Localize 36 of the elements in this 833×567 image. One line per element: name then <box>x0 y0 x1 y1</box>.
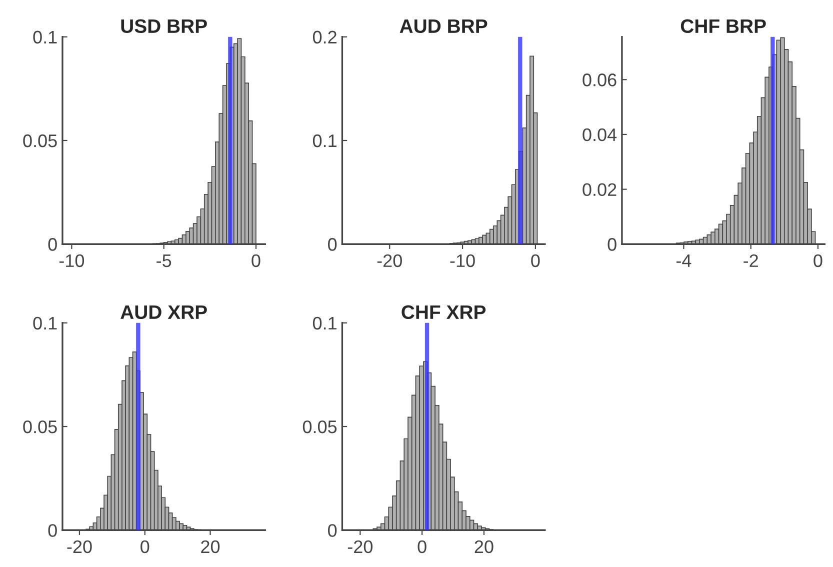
y-tick-label: 0.02 <box>582 183 616 196</box>
x-tick-label: -20 <box>348 540 373 554</box>
y-tick-label: 0.05 <box>23 134 57 148</box>
y-tick-label: 0 <box>48 238 57 251</box>
y-tick-label: 0.2 <box>312 30 336 44</box>
chart-title: AUD XRP <box>120 305 207 320</box>
x-tick-label: 20 <box>201 540 220 554</box>
x-tick-label: 20 <box>474 540 494 554</box>
y-tick-label: 0 <box>328 524 337 537</box>
x-tick-label: -2 <box>744 254 758 267</box>
y-tick-label: 0.1 <box>312 316 336 330</box>
y-tick-label: 0.1 <box>312 134 336 148</box>
x-tick-label: -4 <box>676 254 692 267</box>
y-tick-label: 0 <box>328 238 337 251</box>
y-tick-label: 0.05 <box>302 420 337 434</box>
chart-title: USD BRP <box>121 19 207 34</box>
x-tick-label: -10 <box>450 254 475 268</box>
y-tick-label: 0.1 <box>33 30 57 44</box>
x-tick-label: 0 <box>814 254 822 268</box>
x-tick-label: 0 <box>252 254 260 268</box>
x-tick-label: -10 <box>59 254 84 268</box>
x-tick-label: 0 <box>140 540 150 554</box>
y-tick-label: 0.04 <box>582 128 617 142</box>
chart-title: AUD BRP <box>400 19 488 34</box>
x-tick-label: -20 <box>377 254 402 268</box>
x-tick-label: -20 <box>67 540 92 554</box>
y-tick-label: 0 <box>608 238 616 251</box>
y-tick-label: 0 <box>48 524 57 537</box>
y-tick-label: 0.06 <box>582 74 616 86</box>
x-tick-label: -5 <box>156 254 172 268</box>
y-tick-label: 0.05 <box>23 420 57 434</box>
chart-title: CHF BRP <box>680 19 766 34</box>
x-tick-label: 0 <box>531 254 540 268</box>
chart-title: CHF XRP <box>402 305 486 320</box>
y-tick-label: 0.1 <box>33 316 57 330</box>
x-tick-label: 0 <box>418 540 426 554</box>
